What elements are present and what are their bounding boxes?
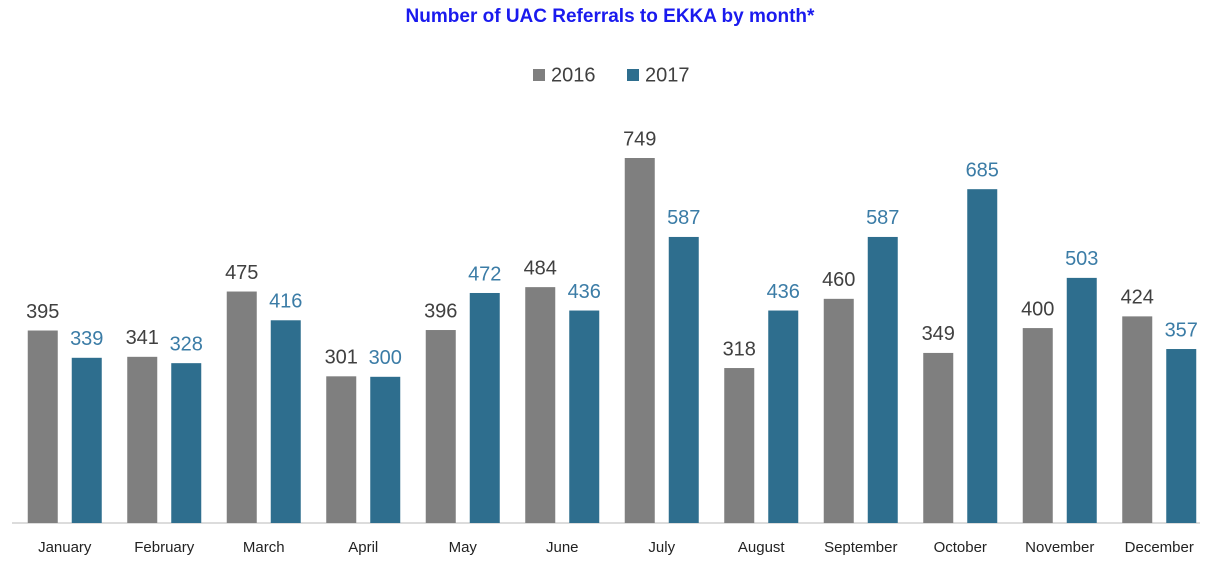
bar <box>425 330 456 523</box>
x-tick-label: August <box>738 539 786 556</box>
bar <box>724 368 755 523</box>
x-tick-label: May <box>449 539 478 556</box>
data-label: 357 <box>1165 319 1198 341</box>
x-tick-label: January <box>38 539 92 556</box>
data-label: 460 <box>822 269 855 291</box>
data-label: 300 <box>369 347 402 369</box>
data-label: 318 <box>723 338 756 360</box>
bar <box>668 236 699 524</box>
bar <box>768 310 799 523</box>
data-label: 328 <box>170 333 203 355</box>
bar <box>171 363 202 523</box>
data-label: 396 <box>424 300 457 322</box>
bar <box>823 298 854 523</box>
data-label: 503 <box>1065 248 1098 270</box>
bar <box>525 287 556 523</box>
bar <box>469 292 500 523</box>
bar <box>127 356 158 523</box>
data-label: 301 <box>325 347 358 369</box>
data-label: 341 <box>126 327 159 349</box>
data-label: 416 <box>269 291 302 313</box>
legend-label: 2017 <box>645 64 690 86</box>
data-label: 484 <box>524 257 557 279</box>
data-label: 587 <box>667 207 700 229</box>
bar <box>1066 277 1097 523</box>
x-tick-label: September <box>824 539 897 556</box>
data-label: 749 <box>623 128 656 150</box>
bar <box>326 376 357 523</box>
x-tick-label: April <box>348 539 378 556</box>
x-tick-label: June <box>546 539 579 556</box>
data-label: 424 <box>1121 287 1154 309</box>
x-tick-label: November <box>1025 539 1094 556</box>
bar <box>370 376 401 523</box>
legend-swatch <box>533 69 545 81</box>
bar <box>1166 349 1197 523</box>
bar <box>569 310 600 523</box>
data-label: 339 <box>70 328 103 350</box>
x-tick-label: February <box>134 539 195 556</box>
bar <box>1022 328 1053 523</box>
x-tick-label: October <box>934 539 987 556</box>
data-label: 436 <box>767 281 800 303</box>
x-tick-label: March <box>243 539 285 556</box>
data-label: 685 <box>966 159 999 181</box>
chart-title: Number of UAC Referrals to EKKA by month… <box>406 6 815 27</box>
bar <box>1122 316 1153 523</box>
data-label: 436 <box>568 281 601 303</box>
data-label: 475 <box>225 262 258 284</box>
data-label: 349 <box>922 323 955 345</box>
data-label: 395 <box>26 301 59 323</box>
bar <box>226 291 257 523</box>
data-label: 472 <box>468 263 501 285</box>
data-label: 400 <box>1021 298 1054 320</box>
legend-label: 2016 <box>551 64 596 86</box>
data-label: 587 <box>866 207 899 229</box>
legend-swatch <box>627 69 639 81</box>
bar <box>967 189 998 524</box>
bar <box>867 236 898 524</box>
x-tick-label: July <box>648 539 675 556</box>
bar <box>270 320 301 523</box>
bar <box>71 357 102 523</box>
bar <box>27 330 58 523</box>
bar <box>624 158 655 523</box>
x-tick-label: December <box>1125 539 1194 556</box>
bar <box>923 352 954 523</box>
